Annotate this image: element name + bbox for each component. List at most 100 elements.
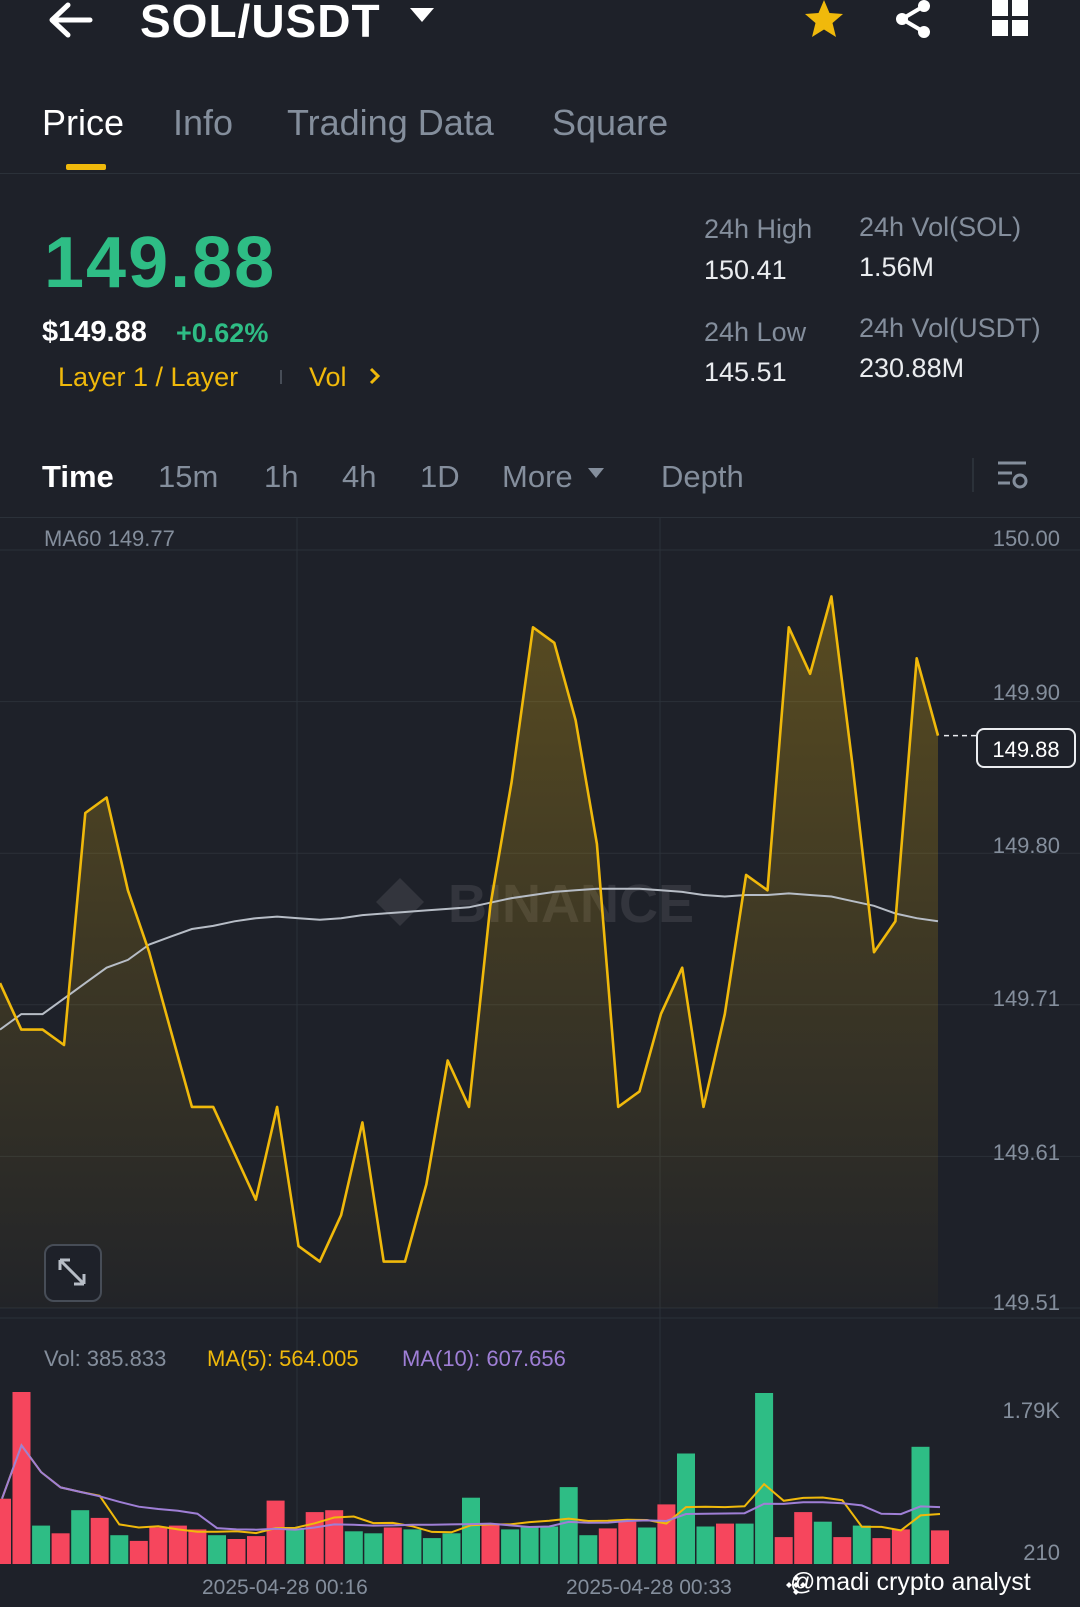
volume-bar — [520, 1526, 539, 1564]
volume-bar — [383, 1527, 402, 1564]
tab-price[interactable]: Price — [42, 102, 125, 143]
volume-bar — [735, 1523, 754, 1564]
volume-bar — [188, 1529, 207, 1564]
volume-bars — [0, 1392, 949, 1564]
vol-sol-value: 1.56M — [859, 252, 935, 282]
price-area — [0, 596, 938, 1308]
interval-1h[interactable]: 1h — [264, 459, 299, 494]
volume-bar — [286, 1528, 305, 1564]
time-axis-label: 2025-04-28 00:33 — [566, 1576, 732, 1599]
more-dropdown-icon[interactable] — [586, 466, 606, 485]
volume-bar — [32, 1525, 51, 1564]
volume-bar — [208, 1535, 226, 1564]
volume-bar — [833, 1537, 852, 1564]
price-change-percent: +0.62% — [176, 318, 269, 348]
fullscreen-expand-icon[interactable] — [44, 1244, 102, 1302]
price-axis-tick: 149.51 — [992, 1290, 1060, 1315]
volume-bar — [403, 1529, 422, 1564]
volume-bar — [774, 1537, 793, 1564]
low-label: 24h Low — [704, 317, 807, 347]
pair-title[interactable]: SOL/USDT — [140, 0, 381, 47]
volume-bar — [247, 1536, 265, 1564]
tag-separator — [280, 370, 282, 384]
active-tab-indicator — [66, 164, 106, 170]
ma5-legend: MA(5): 564.005 — [207, 1346, 359, 1371]
back-arrow-icon[interactable] — [46, 0, 94, 45]
volume-bar — [891, 1529, 910, 1564]
interval-4h[interactable]: 4h — [342, 459, 377, 494]
volume-bar — [559, 1487, 578, 1564]
tab-square[interactable]: Square — [552, 102, 669, 143]
volume-axis-bottom: 210 — [1023, 1540, 1060, 1565]
price-chart[interactable]: BINANCE — [0, 518, 1080, 1607]
chart-settings-icon[interactable] — [996, 458, 1030, 497]
ma60-legend: MA60 149.77 — [44, 526, 175, 551]
current-price-tag: 149.88 — [976, 728, 1076, 768]
volume-bar — [90, 1517, 109, 1564]
volume-bar — [618, 1521, 637, 1564]
volume-axis-top: 1.79K — [1002, 1398, 1061, 1423]
divider — [972, 458, 974, 492]
price-axis-tick: 149.71 — [992, 986, 1060, 1011]
low-value: 145.51 — [704, 357, 787, 387]
interval-time[interactable]: Time — [42, 459, 114, 494]
volume-bar — [422, 1538, 441, 1564]
volume-legend: Vol: 385.833 — [44, 1346, 167, 1371]
usd-price: $149.88 — [42, 316, 147, 348]
price-axis-tick: 149.80 — [992, 833, 1060, 858]
volume-bar — [696, 1526, 715, 1564]
price-axis-tick: 149.61 — [992, 1140, 1060, 1165]
volume-bar — [931, 1530, 949, 1564]
volume-bar — [364, 1533, 383, 1564]
volume-bar — [540, 1526, 559, 1564]
volume-bar — [462, 1497, 480, 1564]
vol-link[interactable]: Vol — [309, 362, 347, 392]
price-line — [0, 595, 940, 1263]
volume-bar — [657, 1504, 676, 1564]
vol-usdt-label: 24h Vol(USDT) — [859, 313, 1041, 343]
price-axis-tick: 150.00 — [992, 526, 1060, 551]
volume-bar — [598, 1528, 617, 1564]
volume-bar — [677, 1453, 695, 1564]
interval-1d[interactable]: 1D — [420, 459, 460, 494]
volume-bar — [12, 1392, 31, 1564]
volume-bar — [0, 1498, 11, 1564]
interval-15m[interactable]: 15m — [158, 459, 219, 494]
app-grid-icon[interactable] — [992, 0, 1030, 43]
pair-dropdown-icon[interactable] — [408, 4, 436, 31]
tab-info[interactable]: Info — [173, 102, 234, 143]
volume-bar — [813, 1521, 832, 1564]
vol-usdt-value: 230.88M — [859, 353, 965, 383]
volume-bar — [149, 1527, 168, 1564]
tab-trading-data[interactable]: Trading Data — [287, 102, 494, 143]
volume-bar — [481, 1523, 500, 1564]
volume-bar — [755, 1393, 774, 1564]
volume-bar — [579, 1535, 598, 1564]
volume-bar — [794, 1512, 813, 1564]
volume-bar — [716, 1523, 734, 1564]
price-axis-tick: 149.90 — [992, 680, 1060, 705]
volume-bar — [852, 1525, 871, 1564]
divider — [0, 517, 1080, 518]
interval-more[interactable]: More — [502, 459, 573, 494]
volume-bar — [501, 1529, 520, 1564]
vol-ma10-line — [1, 1443, 941, 1531]
volume-bar — [637, 1527, 656, 1564]
binance-logo-icon — [784, 1573, 808, 1602]
favorite-star-icon[interactable] — [802, 0, 846, 45]
volume-bar — [51, 1533, 70, 1564]
volume-bar — [344, 1531, 363, 1564]
ma10-legend: MA(10): 607.656 — [402, 1346, 566, 1371]
depth-tab[interactable]: Depth — [661, 459, 744, 494]
volume-bar — [266, 1500, 285, 1564]
volume-bar — [129, 1540, 148, 1564]
divider — [0, 173, 1080, 174]
volume-bar — [168, 1525, 187, 1564]
chevron-right-icon[interactable] — [368, 366, 382, 391]
last-price: 149.88 — [44, 223, 277, 303]
vol-ma5-line — [1, 1443, 941, 1535]
high-label: 24h High — [704, 214, 813, 244]
share-icon[interactable] — [892, 0, 934, 45]
category-tag-link[interactable]: Layer 1 / Layer — [58, 362, 239, 392]
volume-bar — [872, 1538, 891, 1564]
